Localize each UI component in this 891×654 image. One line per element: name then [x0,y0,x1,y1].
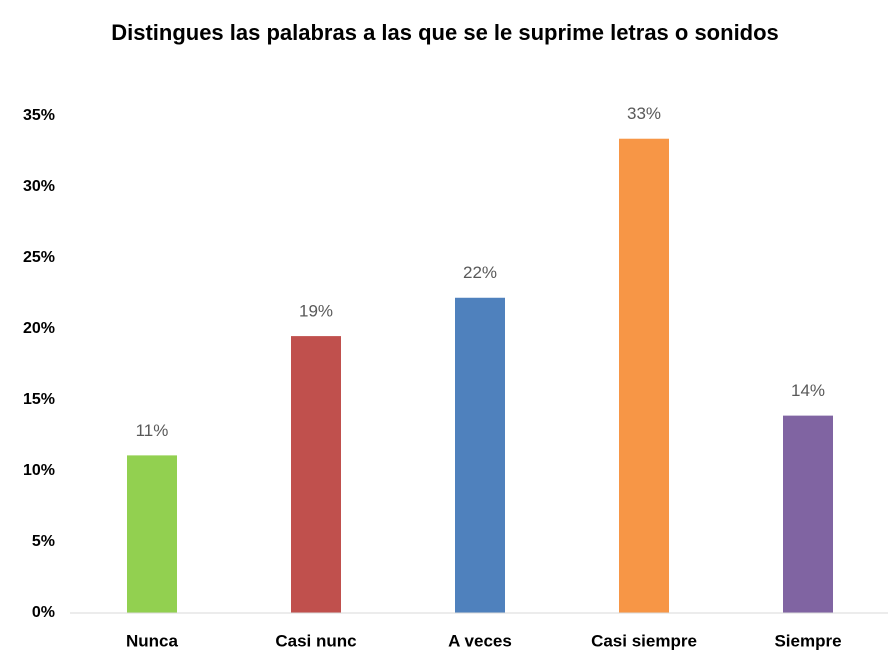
bar [291,336,341,613]
x-tick-label: Casi siempre [591,631,697,650]
value-label: 14% [791,381,825,400]
y-tick-label: 5% [32,533,55,550]
chart-title: Distingues las palabras a las que se le … [111,20,779,45]
y-tick-label: 20% [23,320,55,337]
y-tick-label: 35% [23,107,55,124]
bar [127,455,177,613]
x-tick-label: Casi nunc [275,631,356,650]
value-label: 11% [136,421,169,440]
y-tick-label: 0% [32,604,55,621]
bar [783,415,833,613]
y-tick-label: 30% [23,178,55,195]
y-tick-label: 25% [23,249,55,266]
value-label: 19% [299,302,333,321]
x-tick-label: A veces [448,631,512,650]
value-label: 33% [627,104,661,123]
y-tick-label: 15% [23,391,55,408]
value-label: 22% [463,263,497,282]
y-tick-label: 10% [23,462,55,479]
bar [619,138,669,613]
x-tick-label: Siempre [774,631,841,650]
bar [455,297,505,613]
x-tick-label: Nunca [126,631,179,650]
